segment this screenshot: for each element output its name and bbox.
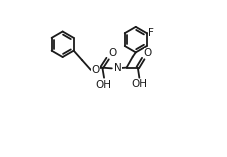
Text: O: O [108,48,116,58]
Text: O: O [91,65,99,75]
Text: O: O [143,48,151,58]
Text: OH: OH [95,80,111,90]
Text: F: F [147,28,153,38]
Text: N: N [113,63,121,73]
Text: OH: OH [131,78,147,89]
